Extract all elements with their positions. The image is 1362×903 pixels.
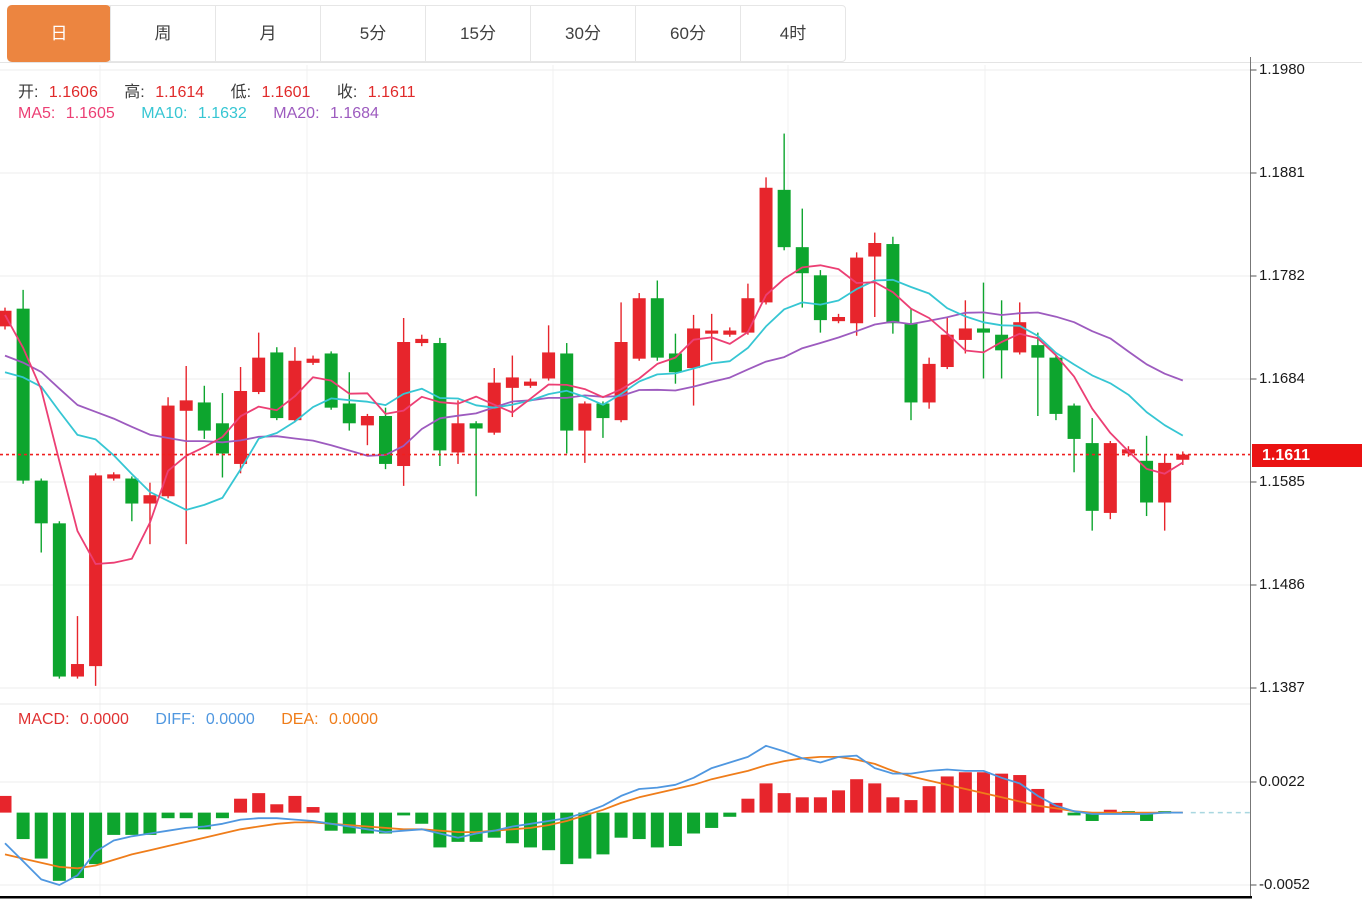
ma5-label: MA5: [18,105,56,122]
quote-bar: 开: 1.1606 高: 1.1614 低: 1.1601 收: 1.1611 [18,78,422,102]
high-value: 1.1614 [155,84,205,101]
price-axis-label: 1.1980 [1259,61,1305,78]
macd-bar: MACD: 0.0000 DIFF: 0.0000 DEA: 0.0000 [18,711,384,729]
price-axis-label: 1.1486 [1259,576,1305,593]
price-axis-label: 1.1684 [1259,370,1305,387]
diff-value: 0.0000 [205,711,255,728]
tab-60min[interactable]: 60分 [635,6,740,61]
ma10-value: 1.1632 [197,105,247,122]
macd-axis-label: 0.0022 [1259,773,1305,790]
tab-5min[interactable]: 5分 [320,6,425,61]
open-value: 1.1606 [48,84,98,101]
low-label: 低: [230,84,252,101]
price-axis-label: 1.1387 [1259,679,1305,696]
ma5-value: 1.1605 [65,105,115,122]
low-value: 1.1601 [261,84,311,101]
ma20-value: 1.1684 [329,105,379,122]
macd-label: MACD: [18,711,70,728]
macd-axis-label: -0.0052 [1259,876,1310,893]
high-label: 高: [124,84,145,101]
tab-15min[interactable]: 15分 [425,6,530,61]
current-price-tag: 1.1611 [1252,443,1362,467]
price-axis-label: 1.1881 [1259,164,1305,181]
tabbar-underline [0,62,1362,63]
tab-monthly[interactable]: 月 [215,6,320,61]
tab-30min[interactable]: 30分 [530,6,635,61]
ma20-label: MA20: [273,105,320,122]
price-axis-label: 1.1782 [1259,267,1305,284]
ma10-label: MA10: [141,105,188,122]
dea-label: DEA: [281,711,319,728]
ma-bar: MA5: 1.1605 MA10: 1.1632 MA20: 1.1684 [18,105,385,123]
macd-value: 0.0000 [80,711,129,728]
tab-weekly[interactable]: 周 [110,6,215,61]
close-label: 收: [336,84,358,101]
timeframe-tabbar: 日周月 5分 15分 30分 60分 4时 [7,5,846,62]
tab-daily[interactable]: 日 [7,5,111,62]
open-label: 开: [18,84,39,101]
diff-label: DIFF: [155,711,196,728]
price-axis-label: 1.1585 [1259,473,1305,490]
dea-value: 0.0000 [329,711,378,728]
close-value: 1.1611 [367,84,416,101]
tab-4hour[interactable]: 4时 [740,6,845,61]
